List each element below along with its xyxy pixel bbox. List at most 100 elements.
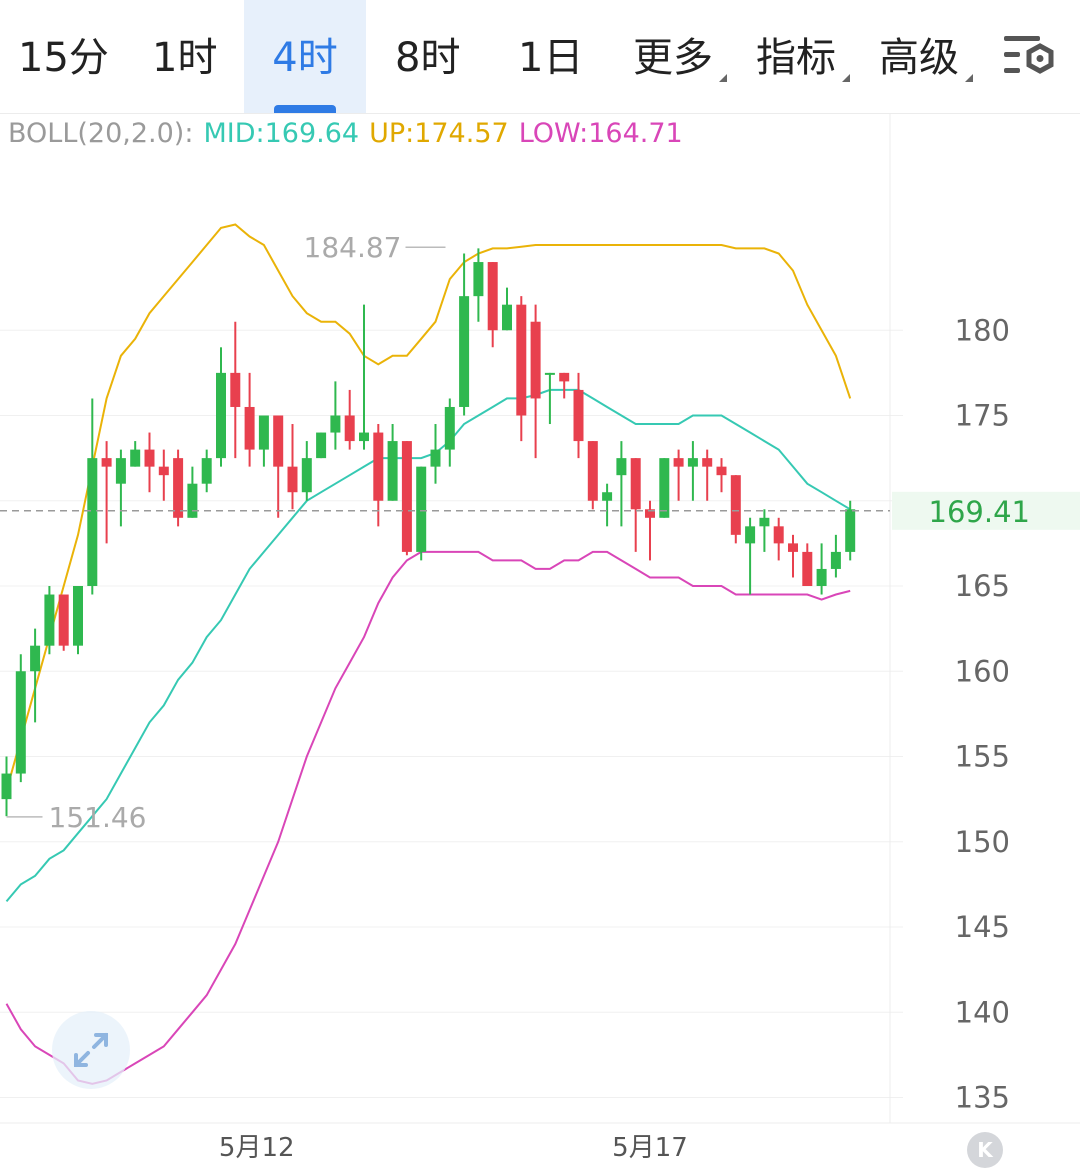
candle-body [745,526,756,544]
x-tick-label: 5月12 [219,1133,295,1163]
candle [830,534,841,578]
boll-low-line [5,550,851,1085]
y-tick-label: 160 [955,654,1010,688]
candle-body [544,372,555,375]
timeframe-tabs: 15分 1时 4时 8时 1日 更多 指标 高级 [0,0,1080,114]
candle [287,424,298,510]
y-tick-label: 145 [955,910,1010,944]
candle-body [716,466,727,476]
y-tick-label: 180 [955,313,1010,347]
candle [587,441,598,510]
candle [387,424,398,501]
current-price-tag [892,491,1080,530]
candle-body [58,594,69,646]
candle-body [15,671,26,774]
candle-body [530,321,541,399]
candle-body [115,458,126,484]
candle-body [487,262,498,331]
candle-body [144,449,155,467]
tab-label: 1日 [518,35,584,81]
candle-body [630,458,641,510]
candle-body [387,441,398,501]
candle [316,432,327,459]
candle [530,304,541,459]
candle [359,304,369,450]
tab-8h[interactable]: 8时 [395,0,460,113]
candle [30,628,41,723]
candle [301,441,312,501]
tab-more[interactable]: 更多 [633,0,727,113]
boll-up-value: UP:174.57 [369,118,509,149]
candle-body [1,773,12,800]
candle [130,441,141,467]
candle [602,483,613,527]
dropdown-corner-icon [719,74,727,82]
y-tick-label: 175 [955,399,1010,433]
tab-15min[interactable]: 15分 [18,0,109,113]
candle-body [659,458,670,518]
candle [330,381,341,450]
candle [487,262,498,348]
tab-label-wrap: 更多 [633,35,727,82]
candle [788,534,798,578]
candle [444,398,455,467]
candle-body [687,458,698,467]
candle-body [587,441,598,501]
candle [230,321,241,459]
candle [87,398,98,595]
y-tick-label: 140 [955,995,1010,1029]
candle [430,424,441,484]
active-tab-underline [274,105,336,113]
boll-name: BOLL(20,2.0): [8,118,194,149]
tab-1d[interactable]: 1日 [518,0,583,113]
tab-1h[interactable]: 1时 [152,0,217,113]
candle [630,458,641,552]
candle-body [473,262,484,297]
candle-body [459,296,470,407]
candle [44,586,55,655]
tab-label-wrap: 指标 [756,35,850,82]
tab-advanced[interactable]: 高级 [879,0,973,113]
candle-body [573,389,584,442]
candle [702,449,713,501]
candle-body [173,458,184,518]
y-tick-label: 135 [955,1081,1010,1115]
boll-legend: BOLL(20,2.0): MID:169.64 UP:174.57 LOW:164.… [8,118,693,149]
candle-body [158,466,169,476]
candle [759,509,770,552]
y-tick-label: 155 [955,740,1010,774]
candle [616,441,627,527]
candle-body [230,372,241,407]
candle-body [802,551,813,586]
candle-body [44,594,55,646]
candle-body [602,492,613,501]
candle-body [788,543,798,552]
tab-label-wrap: 高级 [879,38,973,82]
settings-sliders-icon[interactable] [1002,32,1058,80]
candle-body [244,406,255,450]
bottom-indicator-strip [0,1164,1080,1175]
candle [645,500,655,561]
candle-body [773,526,784,544]
tab-4h[interactable]: 4时 [244,0,366,113]
candle [201,449,212,493]
candle-body [359,432,369,442]
min-price-label: 151.46 [49,801,147,834]
expand-button[interactable] [52,1011,130,1089]
candle-body [816,568,827,586]
tab-indicators[interactable]: 指标 [756,0,850,113]
candle [802,543,813,586]
candle-body [273,415,284,467]
current-price-label: 169.41 [929,495,1030,529]
candlestick-chart[interactable]: 135 140 145 150 155 160 165 175 180 5月12 5月17 169.4… [0,113,1080,1164]
candle-body [830,551,841,569]
tab-label: 更多 [633,35,713,81]
candle-body [673,458,684,467]
tab-label: 8时 [395,35,461,81]
k-button[interactable]: K [967,1132,1003,1168]
candle [273,415,284,518]
candle-body [258,415,269,450]
candle-body [287,466,298,493]
candle [187,466,198,518]
tab-label: 指标 [756,35,836,81]
